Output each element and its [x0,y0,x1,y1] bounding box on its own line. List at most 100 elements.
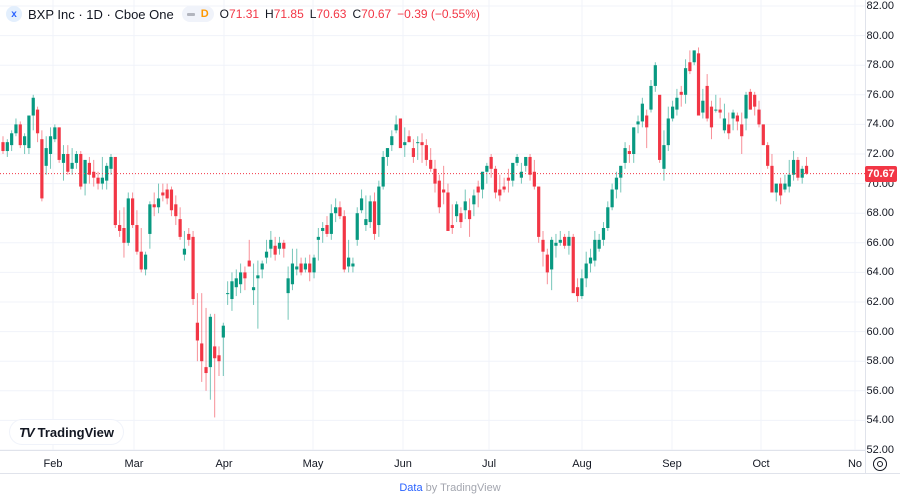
candle [476,180,480,208]
market-status-pill[interactable]: D [181,6,214,22]
candle [515,154,519,166]
candle [152,192,156,217]
candle [770,154,774,193]
symbol-logo-icon[interactable]: x [6,6,22,22]
close-label: C [352,7,362,21]
candle [329,204,333,240]
chart-area[interactable] [0,0,900,474]
candle [269,230,273,258]
high-label: H [265,7,274,21]
candle [204,307,208,391]
candle [506,168,511,193]
candle [649,80,653,113]
candle [610,183,614,211]
candle [571,233,575,294]
candle [239,263,243,294]
candle [342,210,346,273]
high-value: 71.85 [273,7,304,21]
candle [273,236,277,261]
candle [532,159,536,190]
candle [731,109,735,131]
candle [264,239,269,264]
candle [787,159,791,193]
candle [636,115,640,134]
price-tick-label: 82.00 [866,0,894,12]
candle [416,136,420,160]
candle [800,165,804,184]
candle [79,151,83,190]
candle [567,230,571,255]
candle [701,88,705,119]
candle [87,156,91,184]
candle [325,216,329,237]
candle [735,112,739,131]
candle [66,145,70,175]
candle [480,171,485,199]
candle [187,228,191,246]
candle [442,165,446,205]
candle [14,118,18,137]
data-link[interactable]: Data [399,482,423,494]
time-tick-label: Jul [481,458,497,470]
candle [122,207,126,258]
candle [493,165,498,199]
time-tick-label: Oct [752,458,770,470]
candle [148,201,152,249]
candle [191,230,195,305]
candle [498,174,502,202]
candle [692,50,696,66]
time-tick-label: Sep [662,458,682,470]
candle [446,183,450,231]
candle [472,189,476,217]
candle [295,248,299,276]
time-tick-label: May [302,458,324,470]
candle [156,183,161,214]
candle [109,154,113,175]
candle [256,260,260,329]
candle [394,115,398,134]
time-tick-label: Aug [572,458,592,470]
candle [601,222,606,246]
candle [143,251,148,276]
candle [221,322,225,376]
candle [429,148,433,172]
symbol-title[interactable]: BXP Inc · 1D · Cboe One [28,6,174,22]
price-tick-label: 76.00 [866,88,894,101]
candle [308,254,312,282]
candle [519,162,523,184]
chart-settings-button[interactable] [873,457,887,471]
price-tick-label: 62.00 [866,296,894,308]
price-tick-label: 68.00 [866,207,894,220]
candle [744,91,748,131]
candle [722,103,727,134]
candlestick-plot[interactable] [0,0,866,474]
candle [627,145,631,163]
candle [584,251,588,288]
candle [303,257,307,273]
price-axis[interactable]: 82.00 80.00 78.00 76.00 74.00 72.00 70.00 68.00… [866,0,900,474]
candle [714,94,718,113]
price-tick-label: 64.00 [866,266,894,279]
candle [178,207,182,240]
candle [321,222,325,243]
candle [528,154,532,181]
price-tick-label: 66.00 [866,236,894,249]
candle [27,115,31,154]
candle [48,127,53,169]
candle [467,198,472,237]
candle [679,85,683,107]
candle [135,210,139,255]
candle [161,183,165,202]
candle [804,156,809,175]
candle [290,248,295,291]
ohlc-values: O71.31 H71.85 L70.63 C70.67 [220,7,392,21]
candle [260,260,264,279]
candle [381,151,385,190]
tradingview-logo[interactable]: TV TradingView [10,420,123,444]
price-tick-label: 58.00 [866,355,894,368]
candle [437,174,441,214]
time-tick-label: Feb [43,458,63,470]
candle [70,148,74,175]
price-tick-label: 56.00 [866,384,894,397]
price-tick-label: 54.00 [866,414,894,427]
